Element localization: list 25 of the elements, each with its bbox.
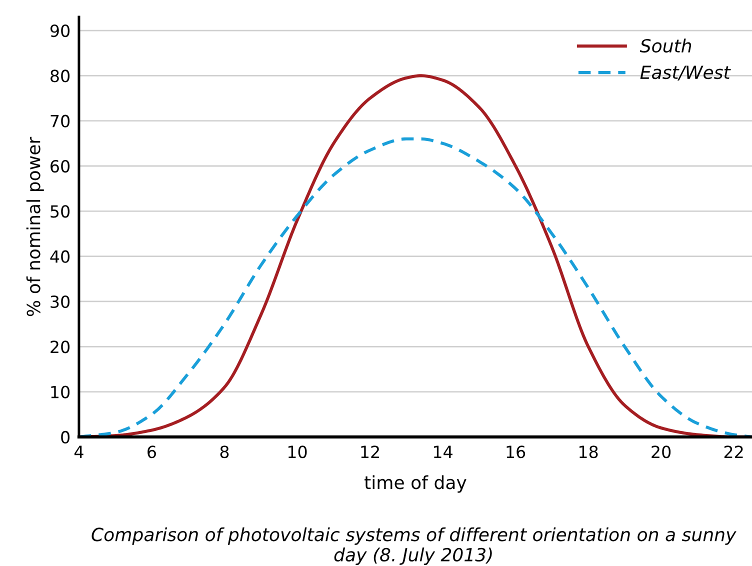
x-tick-label: 22 [724, 446, 743, 458]
x-tick-label: 8 [220, 446, 229, 458]
x-tick-label: 14 [434, 446, 452, 458]
x-axis-title: time of day [364, 475, 466, 493]
y-tick-label: 40 [50, 250, 70, 263]
y-tick-label: 60 [50, 160, 70, 173]
text: Comparison of photovoltaic systems of different orientation on a sunny day (8. July 2013) [92, 527, 736, 566]
legend-label: East/West [640, 66, 731, 81]
y-axis-title: % of nominal power [26, 136, 44, 316]
y-tick-label: 50 [50, 205, 70, 218]
y-tick-label: 70 [50, 114, 70, 128]
x-tick-label: 16 [506, 446, 526, 458]
x-tick-label: 10 [288, 446, 307, 458]
y-tick-label: 80 [50, 70, 70, 82]
x-tick-label: 4 [74, 446, 84, 458]
y-tick-label: 90 [50, 24, 70, 38]
y-tick-label: 30 [50, 295, 70, 308]
x-tick-label: 12 [361, 446, 379, 458]
x-tick-label: 18 [580, 446, 598, 458]
y-tick-label: 10 [51, 386, 70, 398]
y-tick-label: 0 [61, 430, 70, 444]
x-tick-label: 6 [148, 446, 156, 458]
x-tick-label: 20 [652, 446, 671, 458]
y-tick-label: 20 [50, 340, 70, 354]
legend-label: South [640, 38, 692, 53]
